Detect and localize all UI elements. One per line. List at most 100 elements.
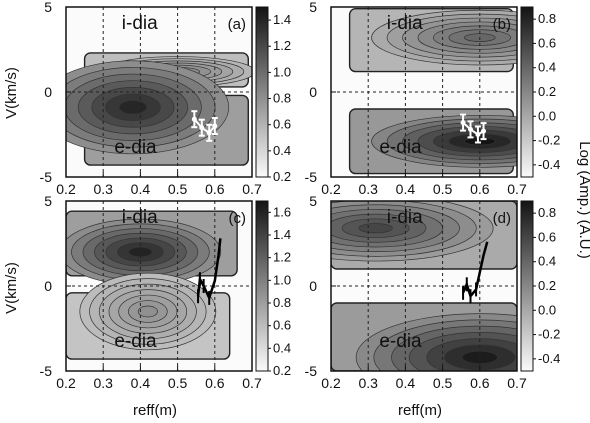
heatmap-field	[331, 201, 517, 371]
panel-a: 0.2 0.3 0.4 0.5 0.6 0.7 5 0 -5 i-dia e-dia (a) 1.4 1.…	[40, 0, 292, 197]
x-tick-label: 0.2	[56, 375, 76, 391]
error-bar-marker	[191, 110, 218, 142]
colorbar	[520, 6, 534, 178]
panel-label: (b)	[493, 16, 511, 33]
x-tick-label: 0.6	[470, 181, 490, 197]
colorbar-tick-label: 1.6	[273, 204, 291, 219]
x-tick-label: 0.7	[507, 375, 527, 391]
colorbar-tick-label: 0.2	[273, 363, 291, 378]
colorbar-tick-label: 0.6	[538, 35, 556, 50]
x-tick-label: 0.5	[168, 375, 188, 391]
panel-label: (a)	[228, 16, 246, 33]
colorbar-tick-label: 0.4	[273, 143, 291, 158]
colorbar-tick-label: 1.0	[273, 64, 291, 79]
colorbar-tick-label: -0.2	[538, 133, 560, 148]
region-label: e-dia	[114, 331, 157, 352]
colorbar-tick-label: 0.0	[538, 108, 556, 123]
colorbar-tick-label: 1.0	[273, 272, 291, 287]
error-trace	[193, 118, 216, 135]
panel-b: 0.2 0.3 0.4 0.5 0.6 0.7 5 0 -5 i-dia e-dia (b) 0.8 0.…	[305, 0, 561, 197]
y-tick-label: 5	[309, 193, 317, 209]
x-tick-label: 0.7	[242, 181, 262, 197]
colorbar	[520, 200, 534, 372]
x-tick-label: 0.4	[396, 181, 416, 197]
region-label: i-dia	[122, 13, 158, 34]
contour-1-7	[137, 305, 158, 318]
y-tick-label: 5	[44, 193, 52, 209]
region-label: i-dia	[387, 13, 423, 34]
x-tick-label: 0.4	[131, 181, 151, 197]
x-tick-label: 0.5	[433, 181, 453, 197]
y-tick-label: 0	[44, 278, 52, 294]
x-tick-label: 0.6	[205, 181, 225, 197]
colorbar-tick-label: 0.6	[273, 318, 291, 333]
heatmap-field	[66, 210, 238, 360]
region-label: e-dia	[114, 137, 157, 158]
colorbar-tick-label: 1.2	[273, 38, 291, 53]
region-label: i-dia	[122, 207, 158, 228]
x-tick-label: 0.7	[507, 181, 527, 197]
colorbar-tick-label: -0.4	[538, 157, 560, 172]
colorbar	[255, 200, 269, 372]
colorbar-tick-label: 1.4	[273, 12, 291, 27]
colorbar-tick-label: 0.4	[538, 60, 556, 75]
colorbar	[255, 6, 269, 178]
trace-marker	[461, 241, 489, 304]
x-tick-label: 0.2	[56, 181, 76, 197]
y-tick-label: -5	[305, 169, 318, 185]
region-label: e-dia	[379, 137, 422, 158]
colorbar-tick-label: 0.4	[538, 254, 556, 269]
panel-label: (c)	[229, 210, 247, 227]
colorbar-tick-label: -0.2	[538, 327, 560, 342]
colorbar-tick-label: 0.8	[538, 11, 556, 26]
panel-label: (d)	[493, 210, 511, 227]
x-tick-label: 0.3	[358, 375, 378, 391]
colorbar-tick-label: 1.4	[273, 227, 291, 242]
colorbar-tick-label: 0.8	[538, 205, 556, 220]
y-axis-label-top: V(km/s)	[3, 67, 20, 119]
colorbar-tick-label: -0.4	[538, 351, 560, 366]
error-trace	[462, 121, 485, 136]
region-label: e-dia	[379, 331, 422, 352]
colorbar-tick-label: 0.2	[538, 278, 556, 293]
contour-1-7	[118, 100, 148, 115]
y-tick-label: 0	[309, 278, 317, 294]
contour-0-7	[358, 223, 393, 234]
panel-c: 0.2 0.3 0.4 0.5 0.6 0.7 5 0 -5 i-dia e-dia (c) 1.6 1.…	[40, 193, 292, 391]
colorbar-tick-label: 0.4	[273, 340, 291, 355]
colorbar-tick-label: 0.0	[538, 302, 556, 317]
colorbar-tick-label: 0.2	[538, 84, 556, 99]
panel-d: 0.2 0.3 0.4 0.5 0.6 0.7 5 0 -5 i-dia e-dia (d) 0.8 0.…	[305, 193, 561, 391]
x-tick-label: 0.3	[358, 181, 378, 197]
x-tick-label: 0.4	[396, 375, 416, 391]
colorbar-label: Log (Amp.) (A.U.)	[576, 141, 590, 259]
x-axis-label-right: reff(m)	[398, 402, 442, 419]
x-tick-label: 0.4	[131, 375, 151, 391]
x-tick-label: 0.5	[433, 375, 453, 391]
colorbar-tick-label: 0.8	[273, 295, 291, 310]
y-tick-label: 0	[44, 84, 52, 100]
y-tick-label: 0	[309, 84, 317, 100]
trace-marker	[196, 238, 222, 305]
colorbar-tick-label: 0.8	[273, 91, 291, 106]
x-tick-label: 0.3	[93, 375, 113, 391]
x-tick-label: 0.2	[321, 375, 341, 391]
x-tick-label: 0.7	[242, 375, 262, 391]
y-tick-label: -5	[40, 169, 53, 185]
x-axis-label-left: reff(m)	[133, 402, 177, 419]
region-label: i-dia	[387, 207, 423, 228]
x-tick-label: 0.6	[205, 375, 225, 391]
colorbar-tick-label: 0.6	[273, 117, 291, 132]
y-tick-label: -5	[40, 363, 53, 379]
y-tick-label: 5	[309, 0, 317, 15]
error-bar-marker	[460, 113, 487, 144]
colorbar-tick-label: 0.6	[538, 229, 556, 244]
x-tick-label: 0.3	[93, 181, 113, 197]
y-axis-label-bottom: V(km/s)	[3, 262, 20, 314]
colorbar-tick-label: 1.2	[273, 250, 291, 265]
y-tick-label: -5	[305, 363, 318, 379]
x-tick-label: 0.5	[168, 181, 188, 197]
colorbar-tick-label: 0.2	[273, 169, 291, 184]
x-tick-label: 0.6	[470, 375, 490, 391]
